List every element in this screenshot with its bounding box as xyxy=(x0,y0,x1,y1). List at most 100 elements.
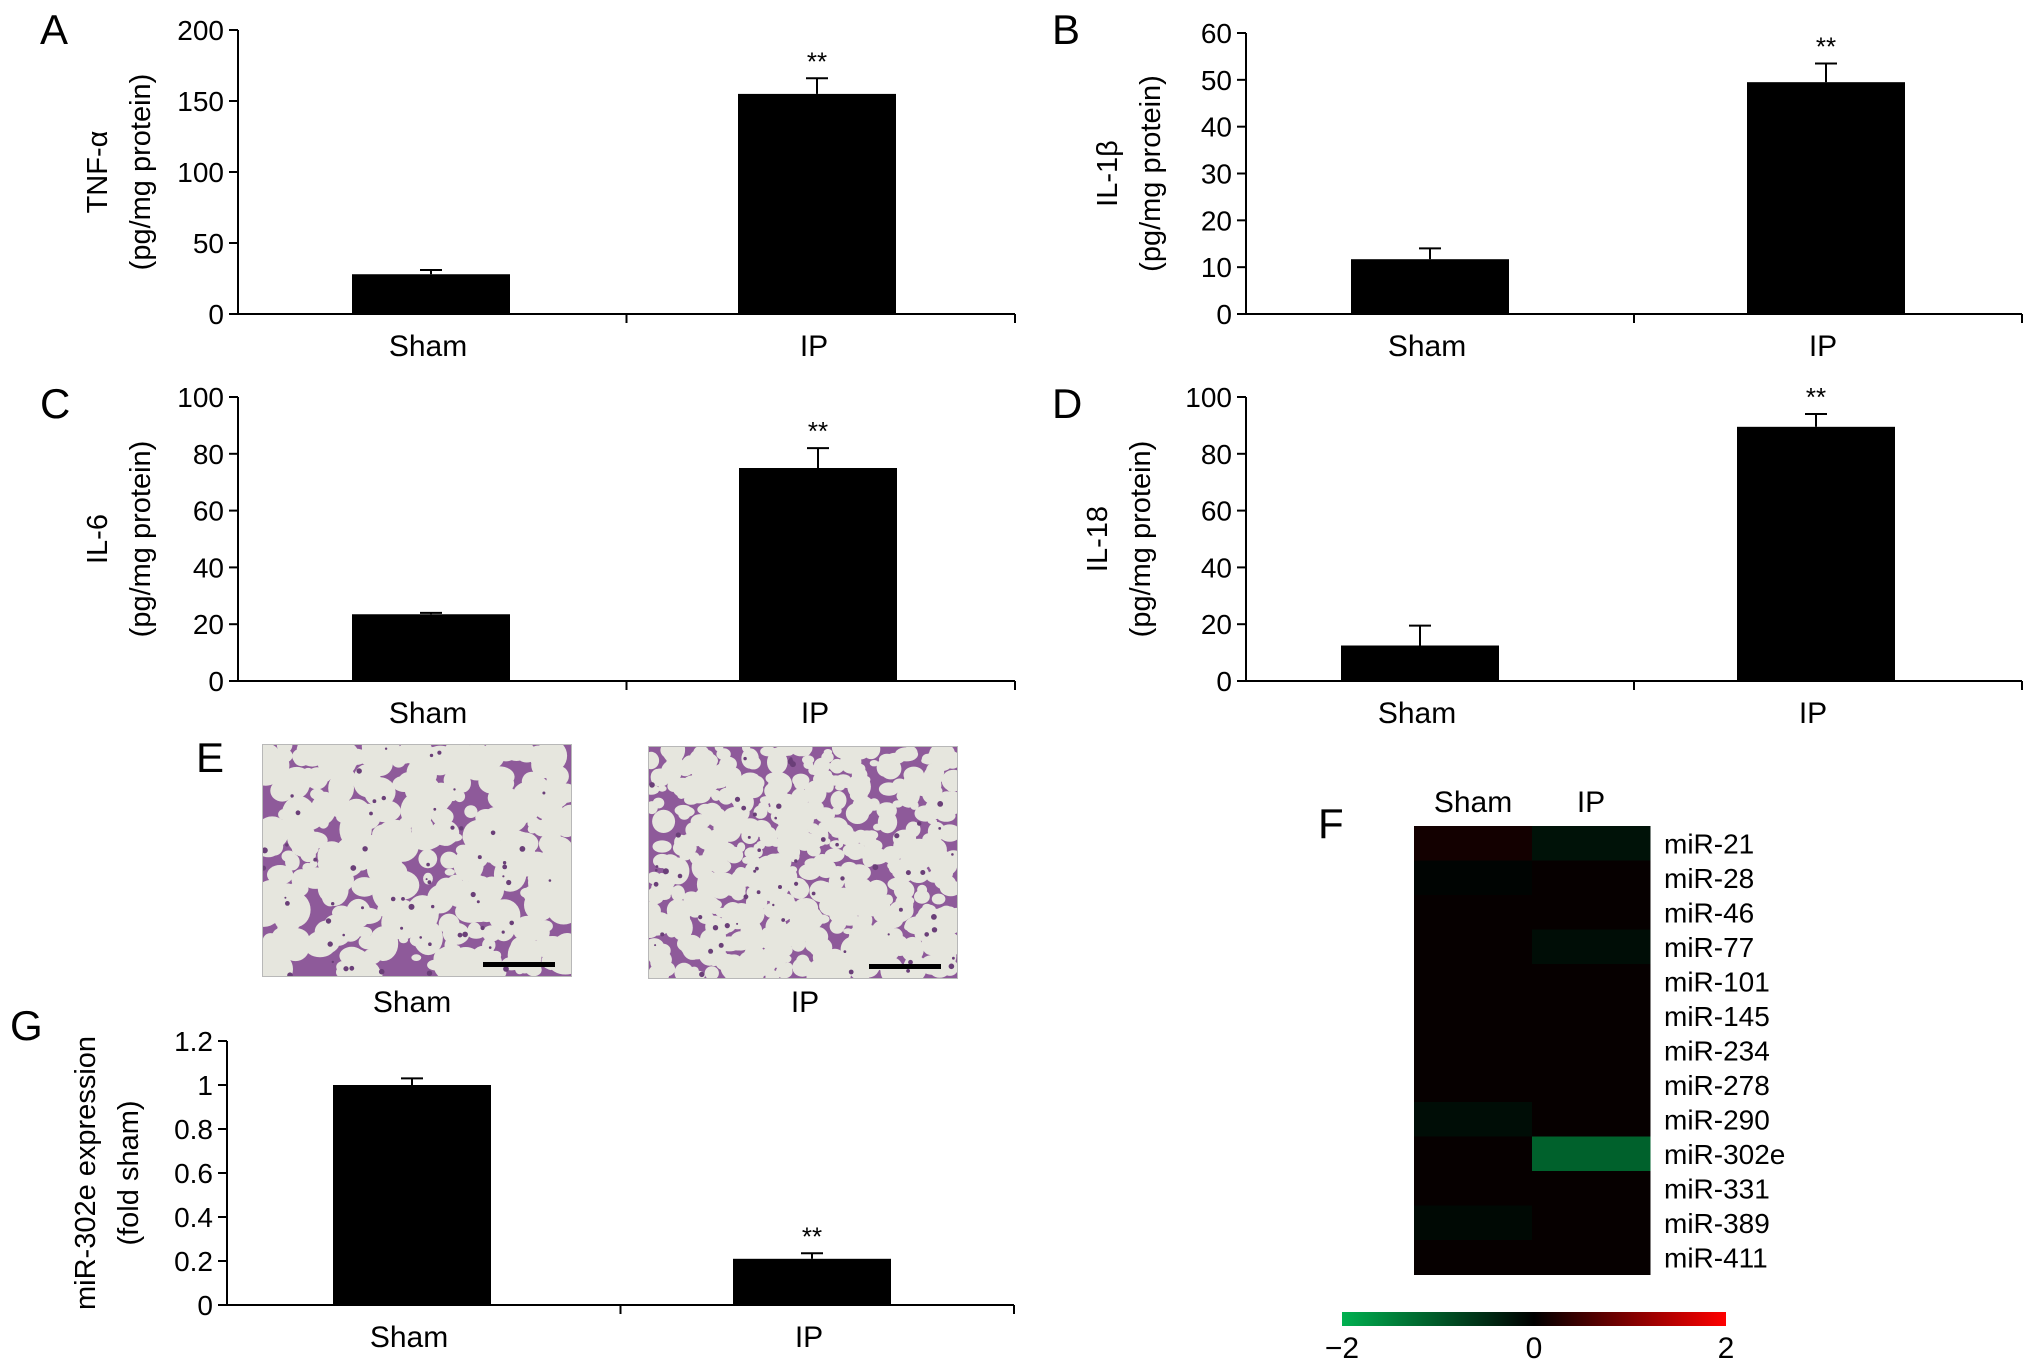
heatmap-row-label: miR-290 xyxy=(1664,1104,1770,1135)
y-tick-label: 40 xyxy=(1201,552,1232,583)
significance-marker: ** xyxy=(802,1221,822,1251)
y-tick-label: 1 xyxy=(197,1070,213,1101)
y-tick-label: 0.8 xyxy=(174,1114,213,1145)
y-tick-label: 60 xyxy=(193,496,224,527)
heatmap-row-label: miR-302e xyxy=(1664,1139,1785,1170)
heatmap-column-label: IP xyxy=(1577,786,1605,819)
heatmap-cell xyxy=(1532,895,1651,930)
y-tick-label: 1.2 xyxy=(174,1026,213,1057)
y-tick-label: 100 xyxy=(177,157,224,188)
heatmap-cell xyxy=(1414,895,1533,930)
x-tick-label: Sham xyxy=(1378,697,1456,730)
heatmap-cell xyxy=(1414,1033,1533,1068)
y-tick-label: 60 xyxy=(1201,496,1232,527)
color-scale-tick-label: 0 xyxy=(1526,1332,1543,1365)
y-tick-label: 20 xyxy=(1201,205,1232,236)
color-scale-tick-label: −2 xyxy=(1325,1332,1359,1365)
significance-marker: ** xyxy=(1816,31,1836,61)
y-tick-label: 80 xyxy=(1201,439,1232,470)
heatmap-cell xyxy=(1414,1171,1533,1206)
color-scale-bar xyxy=(1342,1312,1726,1326)
bar-chart-il-6: 0 20 40 60 80 100 Sham ** IP IL-6 (pg/mg protein) xyxy=(82,382,1016,730)
x-tick-label: Sham xyxy=(1388,330,1466,363)
bar xyxy=(738,93,896,315)
panel-letter-e: E xyxy=(196,734,224,781)
bar-chart-mir-302e-expression: 0 0.2 0.4 0.6 0.8 1 1.2 Sham ** IP miR-302e expres… xyxy=(70,1026,1015,1354)
bar xyxy=(733,1258,891,1305)
bar xyxy=(333,1085,491,1305)
y-tick-label: 60 xyxy=(1201,18,1232,49)
heatmap-cell xyxy=(1414,1136,1533,1172)
y-axis-label: miR-302e expression xyxy=(70,1036,102,1310)
y-tick-label: 40 xyxy=(193,552,224,583)
heatmap-cell xyxy=(1414,1067,1533,1103)
micrograph-texture xyxy=(263,745,571,976)
heatmap-column-label: Sham xyxy=(1434,786,1512,819)
panel-letter-c: C xyxy=(40,380,70,427)
y-tick-label: 10 xyxy=(1201,252,1232,283)
bar xyxy=(1351,259,1509,314)
y-tick-label: 0.4 xyxy=(174,1202,213,1233)
heatmap-cell xyxy=(1414,929,1533,965)
y-tick-label: 0 xyxy=(1216,666,1232,697)
x-tick-label: Sham xyxy=(389,330,467,363)
x-tick-label: IP xyxy=(800,330,828,363)
heatmap-row-label: miR-411 xyxy=(1664,1242,1768,1273)
heatmap-cell xyxy=(1532,1033,1651,1068)
y-tick-label: 0 xyxy=(1216,299,1232,330)
y-tick-label: 40 xyxy=(1201,112,1232,143)
y-tick-label: 50 xyxy=(193,228,224,259)
y-tick-label: 0 xyxy=(208,299,224,330)
bar xyxy=(739,468,897,681)
y-tick-label: 20 xyxy=(193,609,224,640)
micrograph-label-ip: IP xyxy=(791,986,819,1019)
bar xyxy=(352,614,510,681)
panel-letter-a: A xyxy=(40,6,68,53)
x-tick-label: IP xyxy=(1799,697,1827,730)
significance-marker: ** xyxy=(807,46,827,76)
heatmap-row-label: miR-278 xyxy=(1664,1070,1770,1101)
heatmap-cell xyxy=(1414,1240,1533,1275)
heatmap-cell xyxy=(1414,998,1533,1034)
y-tick-label: 100 xyxy=(1185,382,1232,413)
y-tick-label: 30 xyxy=(1201,159,1232,190)
y-tick-label: 150 xyxy=(177,86,224,117)
bar-chart-il-18: 0 20 40 60 80 100 Sham ** IP IL-18 (pg/mg protein) xyxy=(1082,382,2023,730)
bar-chart-il-1-beta: 0 10 20 30 40 50 60 Sham ** IP IL-1β (pg/mg protein… xyxy=(1092,18,2023,363)
micrograph-texture xyxy=(649,747,957,978)
heatmap-cell xyxy=(1532,1136,1651,1172)
x-tick-label: Sham xyxy=(370,1321,448,1354)
y-tick-label: 0 xyxy=(208,666,224,697)
y-tick-label: 200 xyxy=(177,15,224,46)
heatmap-cell xyxy=(1532,826,1651,861)
y-axis-label-unit: (pg/mg protein) xyxy=(125,74,157,271)
y-tick-label: 50 xyxy=(1201,65,1232,96)
heatmap-cell xyxy=(1532,929,1651,965)
y-axis-label-unit: (pg/mg protein) xyxy=(1125,441,1157,638)
x-tick-label: Sham xyxy=(389,697,467,730)
micrograph-label-sham: Sham xyxy=(373,986,451,1019)
bar xyxy=(1747,82,1905,314)
heatmap-row-label: miR-145 xyxy=(1664,1001,1770,1032)
y-axis-label-unit: (pg/mg protein) xyxy=(125,441,157,638)
heatmap-cell xyxy=(1414,1205,1533,1241)
scale-bar xyxy=(483,962,555,967)
y-tick-label: 100 xyxy=(177,382,224,413)
bar xyxy=(1737,426,1895,681)
bar xyxy=(352,274,510,314)
heatmap-row-label: miR-21 xyxy=(1664,828,1754,859)
y-tick-label: 20 xyxy=(1201,609,1232,640)
panel-letter-d: D xyxy=(1052,380,1082,427)
heatmap-cell xyxy=(1414,826,1533,861)
heatmap-row-label: miR-234 xyxy=(1664,1035,1770,1066)
significance-marker: ** xyxy=(808,416,828,446)
heatmap-cell xyxy=(1532,1240,1651,1275)
bar-chart-tnf-alpha: 0 50 100 150 200 Sham ** IP TNF-α (pg/mg protein) xyxy=(82,15,1016,363)
y-tick-label: 0.6 xyxy=(174,1158,213,1189)
y-tick-label: 0 xyxy=(197,1290,213,1321)
heatmap-cell xyxy=(1414,964,1533,999)
x-tick-label: IP xyxy=(1809,330,1837,363)
micrograph-ip xyxy=(648,746,958,979)
